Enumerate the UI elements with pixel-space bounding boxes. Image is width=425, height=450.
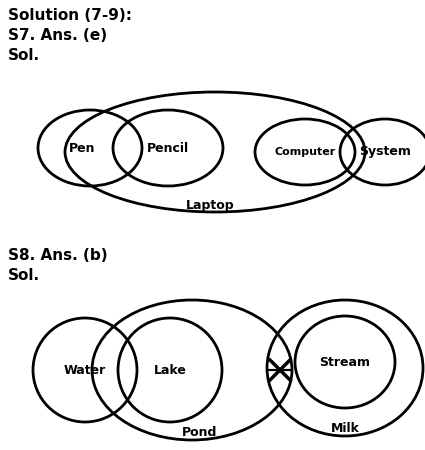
Text: Computer: Computer [275,147,336,157]
Text: S8. Ans. (b): S8. Ans. (b) [8,248,108,263]
Text: Laptop: Laptop [186,198,234,211]
Text: S7. Ans. (e): S7. Ans. (e) [8,28,107,43]
Text: Pencil: Pencil [147,141,189,154]
Text: Milk: Milk [331,422,360,435]
Text: System: System [359,145,411,158]
Text: Sol.: Sol. [8,48,40,63]
Text: Pen: Pen [69,141,95,154]
Text: Stream: Stream [320,356,371,369]
Text: Pond: Pond [182,426,218,438]
Text: Solution (7-9):: Solution (7-9): [8,8,132,23]
Text: Lake: Lake [153,364,187,377]
Text: Sol.: Sol. [8,268,40,283]
Text: Water: Water [64,364,106,377]
